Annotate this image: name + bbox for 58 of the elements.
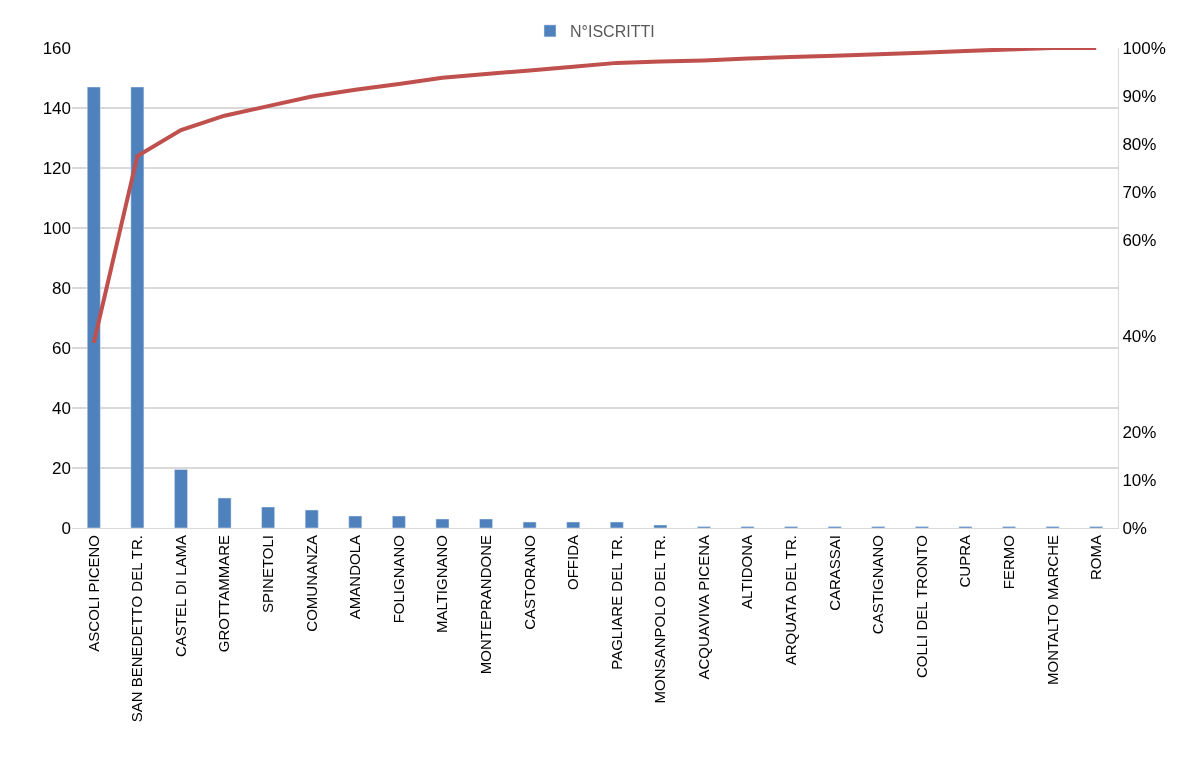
x-tick-label: GROTTAMMARE xyxy=(215,535,233,653)
y2-tick-label: 10% xyxy=(1122,470,1157,490)
bar xyxy=(261,506,275,528)
bar xyxy=(610,521,624,528)
bar xyxy=(653,524,668,528)
x-tick-label: ALTIDONA xyxy=(738,535,756,609)
x-tick-label: MONTALTO MARCHE xyxy=(1043,535,1061,686)
bar xyxy=(566,521,580,528)
y-tick-label: 100 xyxy=(42,218,71,238)
bar xyxy=(392,515,406,528)
y2-tick-label: 100% xyxy=(1122,38,1166,58)
x-tick-label: CASTIGNANO xyxy=(869,535,887,635)
bar xyxy=(304,509,319,528)
y2-tick-label: 20% xyxy=(1122,422,1157,442)
x-tick-label: ASCOLI PICENO xyxy=(84,535,102,652)
y-tick-label: 20 xyxy=(52,458,71,478)
y-tick-label: 40 xyxy=(52,398,71,418)
line-series xyxy=(91,48,1099,345)
y-tick-label: 160 xyxy=(42,38,71,58)
y-tick-label: 140 xyxy=(42,98,71,118)
x-tick-label: SPINETOLI xyxy=(259,535,277,614)
x-tick-label: MONSANPOLO DEL TR. xyxy=(651,535,669,704)
y-tick-label: 120 xyxy=(42,158,71,178)
x-tick-label: OFFIDA xyxy=(564,535,582,590)
x-tick-label: ACQUAVIVA PICENA xyxy=(694,535,712,680)
x-tick-label: FERMO xyxy=(999,535,1017,590)
bar xyxy=(217,497,232,528)
bar xyxy=(87,86,101,528)
x-tick-label: ARQUATA DEL TR. xyxy=(782,535,800,666)
x-tick-label: CASTORANO xyxy=(520,535,538,630)
y-tick-label: 60 xyxy=(52,338,71,358)
y-tick-label: 80 xyxy=(52,278,71,298)
x-tick-label: PAGLIARE DEL TR. xyxy=(607,535,625,670)
x-tick-label: AMANDOLA xyxy=(346,535,364,620)
x-tick-label: CASTEL DI LAMA xyxy=(171,535,189,657)
x-tick-label: CUPRA xyxy=(956,535,974,588)
y2-tick-label: 80% xyxy=(1122,134,1157,154)
y2-tick-label: 0% xyxy=(1122,518,1147,538)
x-tick-label: FOLIGNANO xyxy=(389,535,407,624)
x-tick-label: CARASSAI xyxy=(825,535,843,611)
y2-tick-label: 70% xyxy=(1122,182,1157,202)
y2-tick-label: 40% xyxy=(1122,326,1157,346)
bar xyxy=(130,86,145,528)
y2-tick-label: 60% xyxy=(1122,230,1157,250)
x-tick-label: MONTEPRANDONE xyxy=(476,535,494,675)
bar xyxy=(522,521,537,528)
x-tick-label: COMUNANZA xyxy=(302,535,320,632)
x-tick-label: ROMA xyxy=(1087,535,1105,580)
legend-label: N°ISCRITTI xyxy=(570,23,655,41)
y2-tick-label: 90% xyxy=(1122,86,1157,106)
x-tick-label: MALTIGNANO xyxy=(433,535,451,634)
bar xyxy=(435,518,450,528)
x-tick-label: COLLI DEL TRONTO xyxy=(912,535,930,679)
y-tick-label: 0 xyxy=(61,518,71,538)
bar xyxy=(174,469,188,528)
x-tick-label: SAN BENEDETTO DEL TR. xyxy=(128,535,146,723)
bar xyxy=(479,518,493,528)
bar xyxy=(348,515,363,528)
